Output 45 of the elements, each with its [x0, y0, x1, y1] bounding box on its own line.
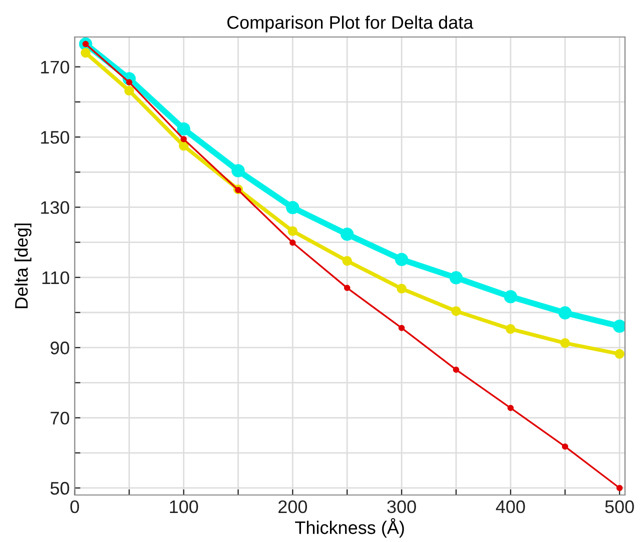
- point: [235, 186, 242, 194]
- point: [450, 271, 463, 284]
- point: [504, 290, 518, 304]
- point: [342, 256, 352, 266]
- point: [178, 140, 189, 151]
- point: [290, 240, 296, 246]
- point: [286, 200, 300, 214]
- point: [507, 404, 514, 412]
- point: [344, 284, 350, 292]
- point: [616, 484, 623, 492]
- point: [562, 443, 568, 450]
- point: [452, 366, 460, 373]
- point: [232, 164, 245, 178]
- y-tick-label: 70: [50, 412, 70, 425]
- point: [340, 228, 354, 241]
- point: [124, 86, 134, 96]
- x-tick-label: 0: [70, 500, 80, 514]
- point: [451, 306, 461, 316]
- point: [396, 284, 406, 294]
- x-tick-label: 300: [387, 500, 416, 514]
- x-tick-label: 200: [278, 500, 307, 514]
- point: [177, 122, 190, 136]
- y-tick-label: 150: [41, 130, 70, 144]
- x-axis-title: Thickness (Å): [295, 518, 404, 538]
- y-axis-title: Delta [deg]: [14, 224, 32, 308]
- point: [398, 324, 405, 332]
- point: [80, 48, 90, 58]
- point: [506, 324, 516, 334]
- point: [558, 306, 572, 320]
- point: [612, 320, 625, 333]
- y-tick-label: 170: [41, 60, 70, 74]
- y-tick-label: 130: [41, 201, 70, 214]
- y-tick-label: 90: [50, 342, 70, 354]
- chart-title: Comparison Plot for Delta data: [227, 16, 474, 32]
- point: [560, 338, 570, 348]
- y-tick-label: 50: [50, 482, 70, 495]
- x-tick-label: 500: [605, 500, 634, 514]
- point: [126, 79, 132, 86]
- point: [614, 349, 624, 359]
- point: [288, 226, 298, 236]
- x-tick-label: 100: [170, 500, 198, 514]
- x-tick-label: 400: [496, 500, 525, 514]
- y-tick-label: 110: [42, 271, 70, 284]
- point: [180, 136, 187, 142]
- point: [395, 252, 408, 266]
